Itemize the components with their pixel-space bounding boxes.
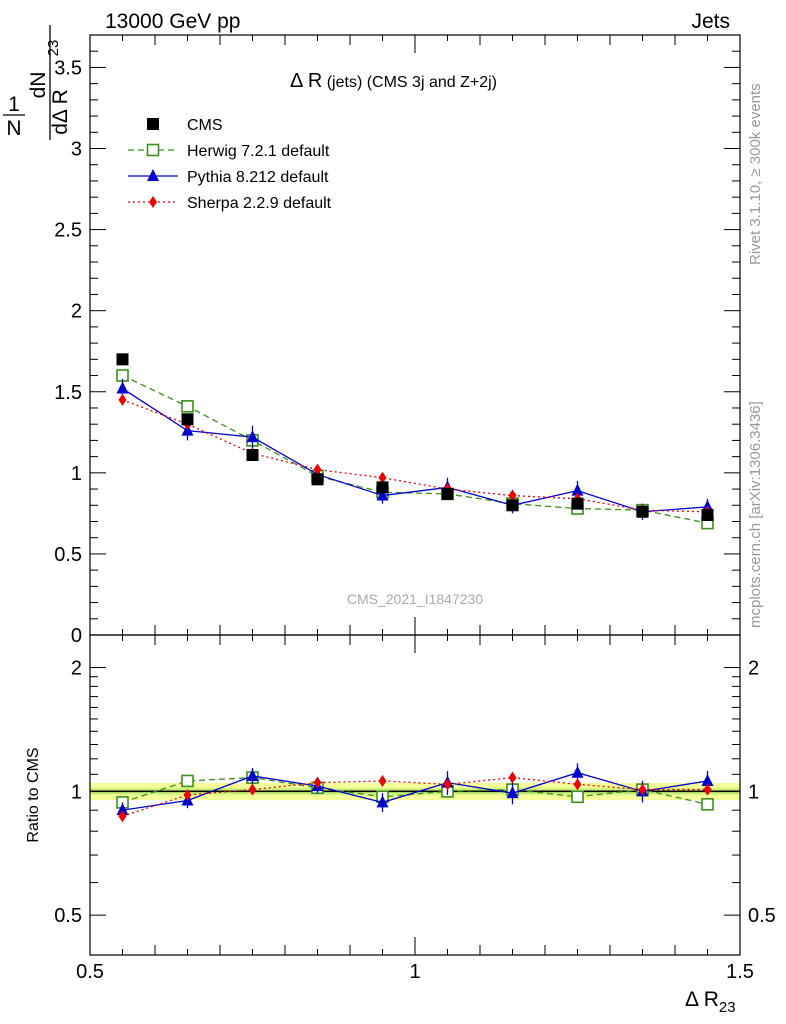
pythia-point xyxy=(571,483,584,496)
sherpa-point xyxy=(638,783,647,796)
sherpa-point xyxy=(508,771,517,784)
herwig-point xyxy=(146,143,160,157)
main-ytick-labels: 0 0.5 1 1.5 2 2.5 3 3.5 xyxy=(54,57,82,647)
cms-point xyxy=(506,499,519,512)
sherpa-point xyxy=(573,778,582,791)
pythia-point xyxy=(116,381,129,394)
cms-point xyxy=(636,505,649,518)
x-tick-label: 0.5 xyxy=(76,961,104,983)
ylabel-sub: 23 xyxy=(45,40,62,57)
ratio-ytick-label-left: 0.5 xyxy=(54,905,82,927)
ratio-series xyxy=(116,763,714,823)
cms-point xyxy=(376,481,389,494)
ratio-line-triangle xyxy=(122,772,708,811)
main-ytick-label: 1 xyxy=(71,463,82,485)
main-ytick-label: 2 xyxy=(71,301,82,323)
main-ylabel: 1 N dN dΔ R 23 xyxy=(3,25,72,140)
x-tick-label: 1.5 xyxy=(726,961,754,983)
sherpa-point xyxy=(703,783,712,796)
main-ytick-label: 0 xyxy=(71,625,82,647)
sherpa-point xyxy=(378,471,387,484)
main-ytick-label: 2.5 xyxy=(54,220,82,242)
pythia-point xyxy=(506,786,519,799)
legend-label: CMS xyxy=(187,117,223,134)
sherpa-point xyxy=(313,776,322,789)
ylabel-frac-num: dN xyxy=(27,72,50,99)
pythia-point xyxy=(147,169,159,181)
ratio-line-diamond xyxy=(122,776,708,817)
main-axis-ticks xyxy=(90,34,740,636)
sherpa-point xyxy=(508,489,517,502)
x-tick-label: 1 xyxy=(409,961,420,983)
rivet-label: Rivet 3.1.10, ≥ 300k events xyxy=(747,83,764,265)
main-line-diamond xyxy=(122,399,708,513)
x-label-sub: 23 xyxy=(719,999,736,1016)
sherpa-point xyxy=(443,778,452,791)
pythia-point xyxy=(116,803,129,816)
herwig-point xyxy=(181,774,194,788)
x-tick-labels: 0.5 1 1.5 xyxy=(76,961,754,983)
herwig-point xyxy=(181,400,194,413)
cms-point xyxy=(311,473,324,486)
cms-point xyxy=(701,509,714,521)
herwig-point xyxy=(701,798,714,811)
ratio-ytick-label-left: 1 xyxy=(71,781,82,803)
main-ytick-label: 3 xyxy=(71,139,82,161)
sherpa-point xyxy=(183,788,192,801)
mcplots-label: mcplots.cern.ch [arXiv:1306.3436] xyxy=(747,401,764,628)
cms-point xyxy=(246,449,259,461)
ratio-ytick-label-right: 0.5 xyxy=(748,905,776,927)
cms-point xyxy=(441,487,454,500)
main-title-main: Δ R xyxy=(290,70,322,92)
herwig-point xyxy=(571,790,584,804)
x-label: Δ R23 xyxy=(685,988,736,1016)
sherpa-point xyxy=(118,393,127,406)
main-title-sub: (jets) (CMS 3j and Z+2j) xyxy=(322,74,497,91)
legend-label: Pythia 8.212 default xyxy=(187,169,329,186)
legend: CMS Herwig 7.2.1 default Pythia 8.212 defa… xyxy=(128,117,332,212)
ratio-line-square-open xyxy=(122,776,708,805)
sherpa-point xyxy=(149,196,157,208)
main-ytick-label: 0.5 xyxy=(54,544,82,566)
main-line-square-open xyxy=(122,374,708,524)
cms-point xyxy=(147,118,159,130)
ratio-ytick-label-left: 2 xyxy=(71,658,82,680)
ratio-frame xyxy=(89,634,741,956)
main-series xyxy=(116,353,714,530)
pythia-point xyxy=(376,795,389,808)
sherpa-point xyxy=(313,463,322,476)
sherpa-point xyxy=(248,783,257,796)
ratio-ytick-label-right: 1 xyxy=(748,781,759,803)
legend-label: Sherpa 2.2.9 default xyxy=(187,195,332,212)
ylabel-prefix-num: 1 xyxy=(8,93,20,116)
sherpa-point xyxy=(118,810,127,823)
pythia-point xyxy=(246,430,259,443)
ratio-axis-ticks xyxy=(90,667,740,956)
cms-point xyxy=(116,353,129,366)
cms-point xyxy=(571,497,584,510)
main-title: Δ R (jets) (CMS 3j and Z+2j) xyxy=(290,70,497,92)
ylabel-frac-den: dΔ R xyxy=(49,89,72,135)
pythia-point xyxy=(376,488,389,501)
main-ytick-label: 1.5 xyxy=(54,382,82,404)
cms-point xyxy=(181,413,194,426)
sherpa-point xyxy=(378,774,387,787)
pythia-point xyxy=(246,768,259,781)
ratio-ylabel: Ratio to CMS xyxy=(25,747,42,842)
x-label-main: Δ R xyxy=(685,988,719,1011)
ylabel-prefix-den: N xyxy=(6,117,21,140)
ratio-ytick-labels: 0.5 0.5 1 1 2 2 xyxy=(54,658,776,928)
main-ytick-label: 3.5 xyxy=(54,57,82,79)
legend-label: Herwig 7.2.1 default xyxy=(187,143,330,160)
main-line-triangle xyxy=(122,387,708,513)
pythia-point xyxy=(571,765,584,778)
header-left: 13000 GeV pp xyxy=(105,10,240,33)
x-axis-ticks xyxy=(89,35,741,955)
ratio-ytick-label-right: 2 xyxy=(748,658,759,680)
pythia-point xyxy=(701,773,714,786)
header-right: Jets xyxy=(691,10,730,33)
watermark: CMS_2021_I1847230 xyxy=(347,591,483,607)
